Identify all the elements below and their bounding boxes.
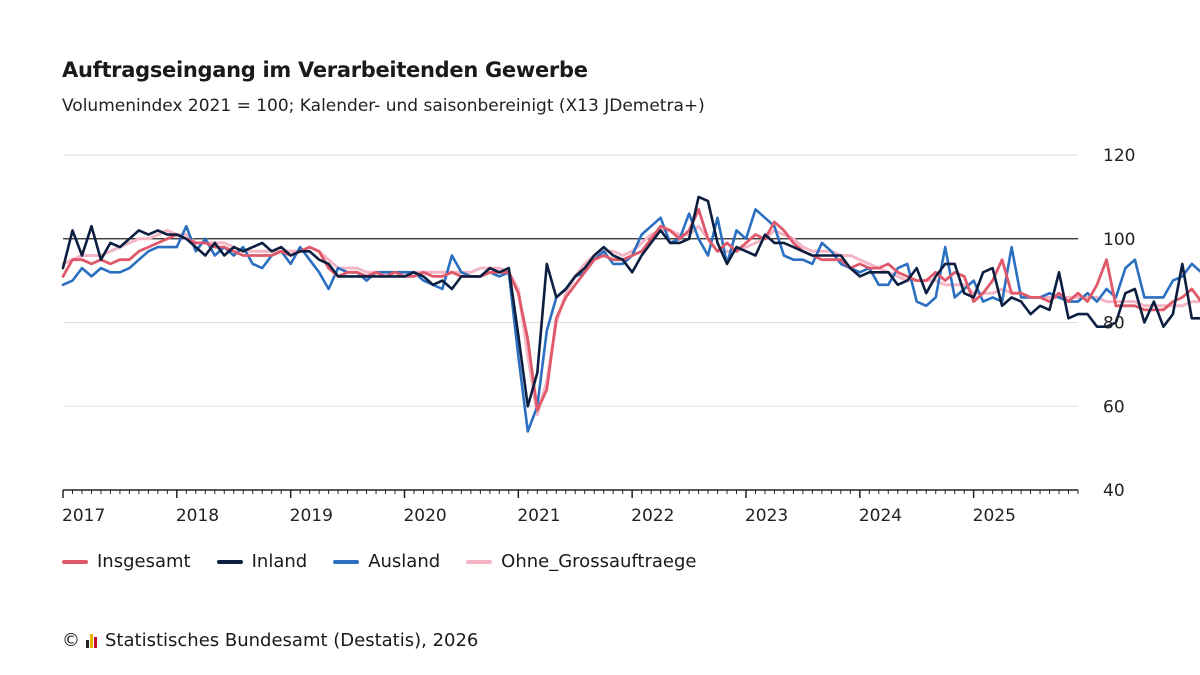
x-tick-label: 2022 — [631, 506, 674, 526]
legend-label: Ohne_Grossauftraege — [501, 551, 697, 572]
destatis-logo-icon — [86, 633, 97, 648]
legend-swatch — [333, 559, 360, 564]
x-tick-label: 2021 — [517, 506, 560, 526]
legend-swatch — [216, 559, 243, 564]
legend-swatch — [466, 559, 493, 564]
x-tick-label: 2020 — [403, 506, 446, 526]
series-line-ausland — [61, 208, 1200, 433]
x-tick-label: 2017 — [62, 506, 105, 526]
legend-swatch — [62, 559, 88, 564]
legend-item-ohne_grossauftraege: Ohne_Grossauftraege — [466, 551, 696, 572]
footer-source: © Statistisches Bundesamt (Destatis), 20… — [62, 630, 478, 651]
x-tick-label: 2025 — [973, 506, 1016, 526]
legend-label: Insgesamt — [97, 551, 191, 572]
x-tick-label: 2018 — [176, 506, 219, 526]
y-tick-label: 40 — [1103, 481, 1125, 501]
copyright-symbol: © — [62, 630, 80, 651]
grid-lines — [63, 154, 1078, 407]
source-text: Statistisches Bundesamt (Destatis), 2026 — [105, 630, 479, 651]
legend-item-insgesamt: Insgesamt — [62, 551, 191, 572]
y-tick-label: 120 — [1103, 146, 1135, 166]
line-chart: 2017 2018 2019 2020 2021 2022 2023 2024 2025 40 6… — [61, 146, 1200, 526]
series-lines — [61, 195, 1200, 433]
x-axis: 2017 2018 2019 2020 2021 2022 2023 2024 2025 — [62, 489, 1079, 526]
y-axis-labels: 40 60 80 100 120 — [1103, 146, 1135, 501]
legend-label: Ausland — [368, 551, 441, 572]
series-line-insgesamt — [61, 207, 1200, 412]
chart-subtitle: Volumenindex 2021 = 100; Kalender- und s… — [62, 96, 705, 116]
y-tick-label: 60 — [1103, 397, 1125, 417]
legend-item-ausland: Ausland — [333, 551, 440, 572]
x-tick-label: 2019 — [290, 506, 333, 526]
legend-label: Inland — [251, 551, 308, 572]
y-tick-label: 80 — [1103, 314, 1125, 334]
legend-item-inland: Inland — [216, 551, 308, 572]
legend: Insgesamt Inland Ausland Ohne_Grossauftraeg… — [62, 551, 696, 572]
x-tick-label: 2023 — [745, 506, 788, 526]
y-tick-label: 100 — [1103, 230, 1135, 250]
series-line-inland — [61, 195, 1200, 408]
x-tick-label: 2024 — [859, 506, 902, 526]
chart-title: Auftragseingang im Verarbeitenden Gewerb… — [62, 58, 588, 82]
